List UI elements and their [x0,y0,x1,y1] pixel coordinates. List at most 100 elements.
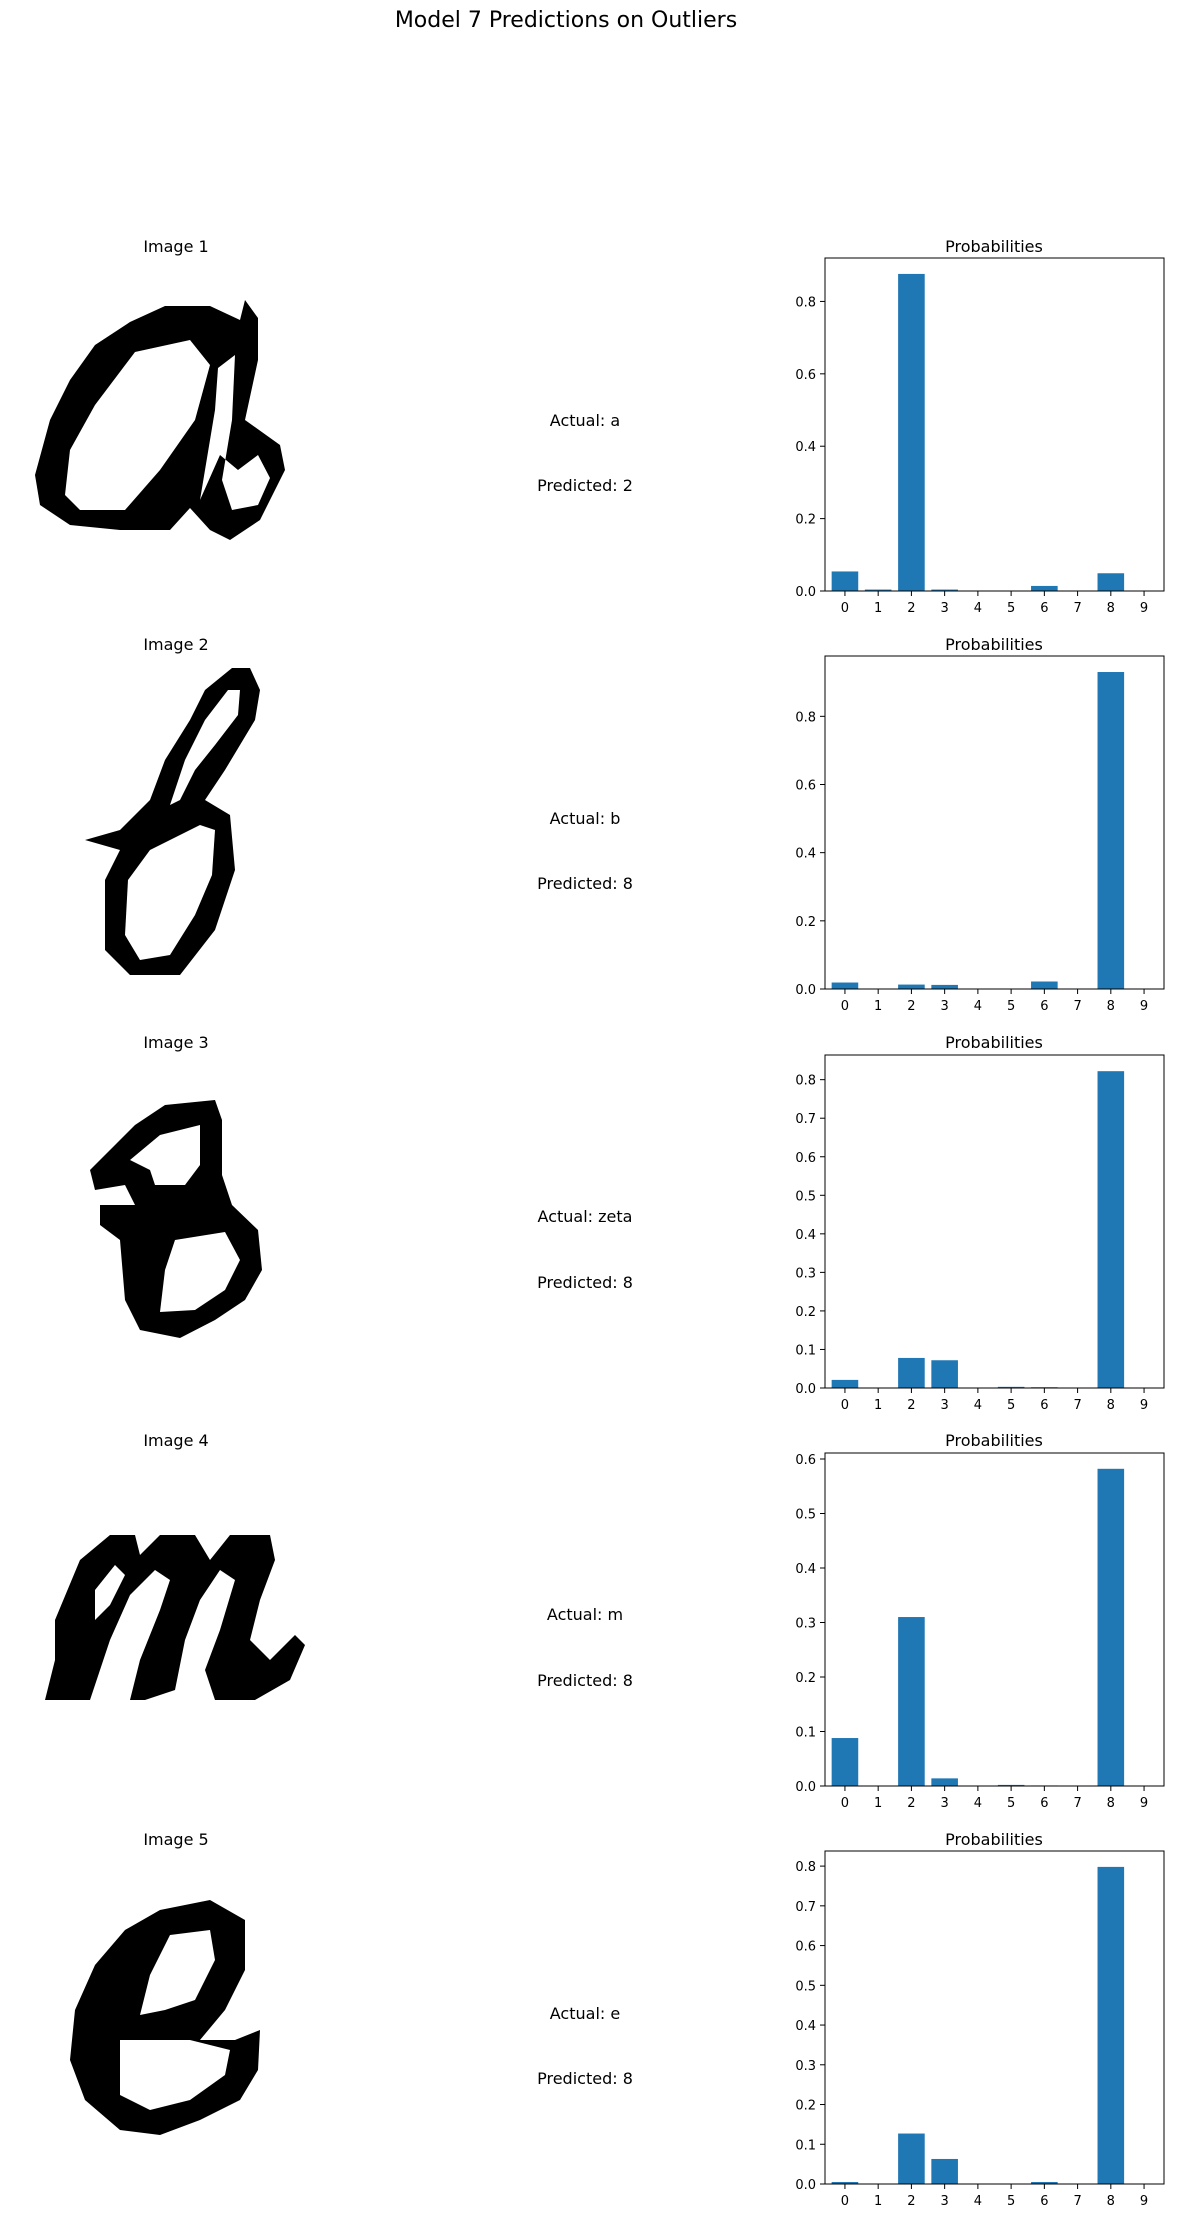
y-tick-label: 0.1 [795,2138,816,2153]
y-tick-label: 0.5 [795,1979,816,1994]
y-tick-label: 0.6 [795,778,816,793]
y-tick-label: 0.7 [795,1900,816,1915]
actual-label-3: Actual: zeta [538,1207,633,1226]
x-tick-label: 6 [1040,1398,1048,1413]
x-tick-label: 3 [941,1796,949,1811]
bar-5 [997,1784,1025,1786]
x-tick-label: 7 [1073,999,1081,1014]
bar-2 [898,1617,925,1786]
x-tick-label: 0 [841,1796,849,1811]
x-tick-label: 8 [1107,2194,1115,2209]
image-3-title: Image 3 [143,1033,208,1052]
image-4-digit-m [45,1535,305,1700]
probability-chart-5: 0 1 2 3 4 5 6 7 8 9 0.0 0.1 0.2 0.3 0.4 0.5 0.6 0.7 0.8 [795,1850,1165,2209]
x-tick-label: 0 [841,1398,849,1413]
y-tick-label: 0.6 [795,1453,816,1468]
bar-3 [931,984,958,989]
y-tick-label: 0.0 [795,1780,816,1795]
chart-3-title: Probabilities [945,1033,1043,1052]
y-tick-label: 0.8 [795,1074,816,1089]
x-tick-label: 9 [1140,2194,1148,2209]
bar-3 [931,1778,958,1786]
x-tick-label: 3 [941,1398,949,1413]
x-tick-label: 3 [941,2194,949,2209]
actual-label-1: Actual: a [550,411,620,430]
x-tick-label: 5 [1007,999,1015,1014]
x-tick-label: 1 [874,2194,882,2209]
x-tick-label: 5 [1007,601,1015,616]
bar-0 [831,1738,859,1786]
y-tick-label: 0.0 [795,1382,816,1397]
image-1-digit-a [35,300,285,540]
x-tick-label: 6 [1040,999,1048,1014]
image-3-digit-zeta [90,1100,262,1338]
y-tick-label: 0.3 [795,2059,816,2074]
predicted-label-2: Predicted: 8 [537,874,633,893]
image-2-digit-b [85,668,260,975]
bar-2 [898,1357,925,1388]
x-tick-label: 6 [1040,2194,1048,2209]
chart-4-title: Probabilities [945,1431,1043,1450]
predicted-label-4: Predicted: 8 [537,1671,633,1690]
x-tick-label: 2 [907,1796,915,1811]
x-tick-label: 2 [907,2194,915,2209]
row-4: Image 4 Actual: m Predicted: 8 Probabili… [45,1431,1165,1811]
x-tick-label: 9 [1140,601,1148,616]
y-tick-label: 0.1 [795,1343,816,1358]
x-tick-label: 3 [941,999,949,1014]
bar-6 [1031,2182,1058,2184]
y-tick-label: 0.5 [795,1189,816,1204]
row-3: Image 3 Actual: zeta Predicted: 8 Probab… [90,1033,1165,1413]
x-tick-label: 5 [1007,1796,1015,1811]
axes-frame [824,1054,1165,1389]
bar-0 [831,2182,859,2184]
y-tick-label: 0.2 [795,513,816,528]
bar-8 [1097,672,1125,989]
x-tick-label: 7 [1073,1796,1081,1811]
bar-0 [831,982,859,989]
row-2: Image 2 Actual: b Predicted: 8 Probabili… [85,635,1165,1014]
bar-1 [864,589,892,591]
y-tick-label: 0.0 [795,585,816,600]
y-tick-label: 0.6 [795,1151,816,1166]
predicted-label-3: Predicted: 8 [537,1273,633,1292]
probability-chart-2: 0 1 2 3 4 5 6 7 8 9 0.0 0.2 0.4 0.6 0.8 [795,655,1165,1014]
axes-frame [824,1452,1165,1787]
y-tick-label: 0.2 [795,1305,816,1320]
x-tick-label: 9 [1140,1796,1148,1811]
bar-3 [931,1360,958,1388]
probability-chart-4: 0 1 2 3 4 5 6 7 8 9 0.0 0.1 0.2 0.3 0.4 0.5 0.6 [795,1452,1165,1811]
x-tick-label: 7 [1073,601,1081,616]
x-tick-label: 8 [1107,601,1115,616]
axes-frame [824,1850,1165,2185]
x-tick-label: 6 [1040,1796,1048,1811]
image-5-digit-e [70,1900,260,2135]
actual-label-2: Actual: b [550,809,621,828]
y-tick-label: 0.0 [795,983,816,998]
bar-2 [898,2133,925,2184]
y-tick-label: 0.1 [795,1725,816,1740]
x-tick-label: 1 [874,601,882,616]
y-tick-label: 0.8 [795,710,816,725]
x-tick-label: 9 [1140,999,1148,1014]
x-tick-label: 6 [1040,601,1048,616]
figure-title: Model 7 Predictions on Outliers [395,8,737,33]
y-tick-label: 0.7 [795,1112,816,1127]
x-tick-label: 4 [974,1398,982,1413]
x-tick-label: 7 [1073,1398,1081,1413]
y-tick-label: 0.2 [795,915,816,930]
y-tick-label: 0.2 [795,2099,816,2114]
predicted-label-5: Predicted: 8 [537,2069,633,2088]
image-4-title: Image 4 [143,1431,208,1450]
y-tick-label: 0.2 [795,1671,816,1686]
x-tick-label: 4 [974,1796,982,1811]
bar-0 [831,1379,859,1388]
actual-label-5: Actual: e [550,2004,620,2023]
x-tick-label: 1 [874,999,882,1014]
image-5-title: Image 5 [143,1830,208,1849]
bar-0 [831,571,859,591]
axes-frame [824,655,1165,990]
probability-chart-1: 0 1 2 3 4 5 6 7 8 9 0.0 0.2 0.4 0.6 0.8 [795,257,1165,616]
x-tick-label: 4 [974,999,982,1014]
